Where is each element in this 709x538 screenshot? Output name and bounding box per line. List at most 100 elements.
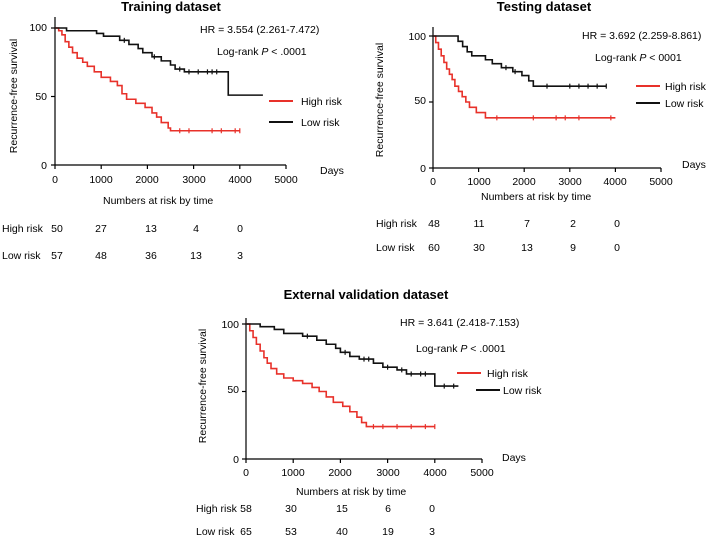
x-axis-label: Days (502, 452, 526, 464)
x-axis-label: Days (320, 165, 344, 177)
survival-curve-low-risk (55, 27, 263, 96)
x-tick-label: 1000 (281, 467, 305, 479)
legend-label-low-risk: Low risk (503, 385, 542, 397)
risk-count: 53 (285, 526, 297, 538)
risk-count: 36 (145, 250, 157, 262)
risk-count: 2 (570, 218, 576, 230)
logrank-value: < .0001 (268, 46, 306, 58)
hr-annotation: HR = 3.692 (2.259-8.861) (582, 30, 701, 42)
logrank-annotation: Log-rank P < .0001 (217, 46, 307, 58)
risk-table-header: Numbers at risk by time (103, 195, 213, 207)
logrank-p: P (261, 46, 268, 58)
y-tick-label: 0 (233, 454, 239, 466)
chart-title: External validation dataset (284, 287, 449, 302)
legend-label-low-risk: Low risk (665, 98, 704, 110)
y-tick-label: 50 (414, 95, 426, 107)
risk-count: 3 (429, 526, 435, 538)
panel-training: Training dataset Recurrence-free surviva… (2, 0, 344, 262)
hr-annotation: HR = 3.554 (2.261-7.472) (200, 24, 319, 36)
x-tick-label: 4000 (423, 467, 447, 479)
survival-curve-high-risk (246, 323, 435, 428)
x-tick-label: 5000 (470, 467, 494, 479)
risk-row-label: Low risk (196, 526, 235, 538)
y-tick-label: 50 (227, 384, 239, 396)
x-tick-label: 4000 (603, 176, 627, 188)
panel-testing: Testing dataset Recurrence-free survival… (374, 0, 707, 254)
risk-count: 7 (524, 218, 530, 230)
risk-count: 19 (382, 526, 394, 538)
risk-count: 27 (95, 223, 107, 235)
logrank-value: < .0001 (467, 343, 505, 355)
legend-label-high-risk: High risk (665, 81, 707, 93)
y-axis-label: Recurrence-free survival (8, 39, 20, 153)
risk-count: 11 (474, 218, 485, 230)
risk-count: 15 (336, 503, 348, 515)
risk-count: 9 (570, 242, 576, 254)
survival-curve-low-risk (246, 323, 459, 387)
legend-label-low-risk: Low risk (301, 117, 340, 129)
x-tick-label: 4000 (228, 174, 252, 186)
x-tick-label: 0 (243, 467, 249, 479)
risk-count: 48 (95, 250, 107, 262)
risk-row-label: High risk (196, 503, 238, 515)
axis-ticks (51, 27, 287, 169)
risk-table-header: Numbers at risk by time (481, 191, 591, 203)
x-tick-label: 0 (430, 176, 436, 188)
survival-curves (433, 35, 616, 121)
risk-count: 57 (51, 250, 63, 262)
y-tick-label: 50 (35, 91, 47, 103)
axis-ticks (429, 35, 662, 172)
y-tick-label: 0 (41, 160, 47, 172)
risk-count: 30 (285, 503, 297, 515)
x-tick-label: 2000 (512, 176, 536, 188)
risk-count: 13 (190, 250, 202, 262)
x-tick-label: 1000 (467, 176, 491, 188)
risk-table-header: Numbers at risk by time (296, 486, 406, 498)
x-tick-label: 5000 (649, 176, 673, 188)
x-tick-label: 2000 (328, 467, 352, 479)
logrank-annotation: Log-rank P < .0001 (416, 343, 506, 355)
survival-curve-low-risk (433, 35, 607, 87)
panel-external-validation: External validation dataset Recurrence-f… (196, 287, 542, 538)
logrank-annotation: Log-rank P < 0001 (595, 52, 682, 64)
legend-label-high-risk: High risk (487, 368, 529, 380)
risk-row-label: Low risk (2, 250, 41, 262)
risk-count: 58 (240, 503, 252, 515)
x-tick-label: 3000 (182, 174, 206, 186)
risk-count: 3 (237, 250, 243, 262)
chart-title: Training dataset (121, 0, 221, 14)
risk-count: 60 (428, 242, 440, 254)
logrank-value: < 0001 (646, 52, 681, 64)
logrank-p: P (460, 343, 467, 355)
survival-curve-high-risk (55, 27, 240, 132)
x-tick-label: 0 (52, 174, 58, 186)
hr-annotation: HR = 3.641 (2.418-7.153) (400, 317, 519, 329)
logrank-prefix: Log-rank (595, 52, 639, 64)
risk-count: 65 (240, 526, 252, 538)
y-axis-label: Recurrence-free survival (374, 43, 386, 157)
risk-count: 0 (614, 218, 620, 230)
chart-title: Testing dataset (497, 0, 592, 14)
risk-count: 13 (521, 242, 533, 254)
survival-curves (246, 323, 459, 430)
y-axis-label: Recurrence-free survival (197, 329, 209, 443)
x-axis-label: Days (682, 159, 706, 171)
legend-label-high-risk: High risk (301, 96, 343, 108)
y-tick-label: 100 (408, 31, 426, 43)
x-tick-label: 3000 (376, 467, 400, 479)
x-tick-label: 5000 (274, 174, 298, 186)
logrank-prefix: Log-rank (416, 343, 460, 355)
risk-count: 4 (193, 223, 199, 235)
x-tick-label: 1000 (89, 174, 113, 186)
risk-row-label: High risk (2, 223, 44, 235)
logrank-p: P (639, 52, 646, 64)
risk-count: 48 (428, 218, 440, 230)
risk-count: 0 (237, 223, 243, 235)
y-tick-label: 0 (420, 163, 426, 175)
x-tick-label: 2000 (135, 174, 159, 186)
survival-curves (55, 27, 263, 134)
risk-count: 0 (429, 503, 435, 515)
risk-count: 50 (51, 223, 63, 235)
risk-row-label: High risk (376, 218, 418, 230)
